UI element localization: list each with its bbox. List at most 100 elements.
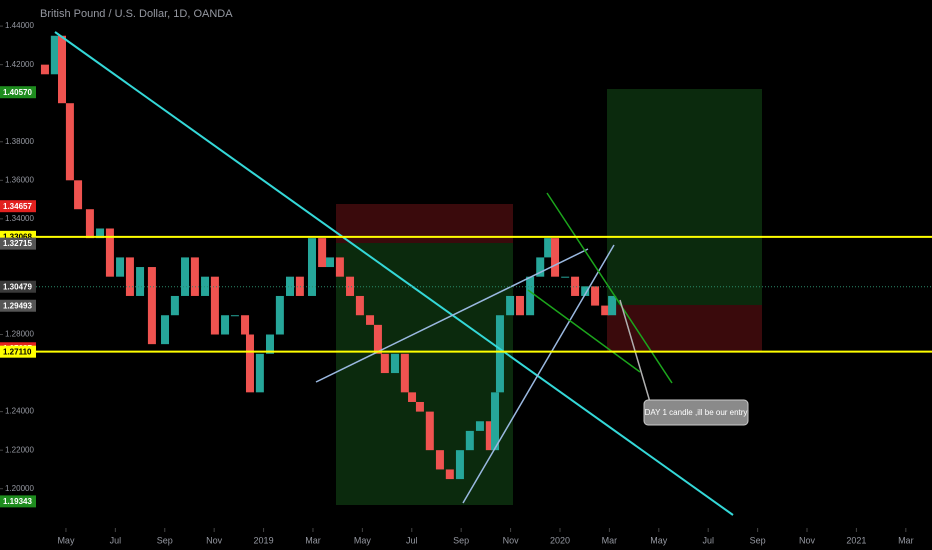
price-label-box xyxy=(0,345,36,358)
candle xyxy=(147,267,156,345)
candle xyxy=(581,286,590,296)
candle xyxy=(526,276,535,316)
candle xyxy=(265,334,274,354)
time-axis xyxy=(0,528,932,550)
position-boxes xyxy=(336,89,762,505)
candle xyxy=(40,64,49,75)
y-tick-label: 1.38000 xyxy=(5,137,34,146)
candle xyxy=(230,315,239,317)
trend-line xyxy=(54,31,734,516)
x-tick-label: Nov xyxy=(206,535,223,545)
candle xyxy=(601,305,610,316)
target-zone xyxy=(336,243,513,505)
price-label: 1.32715 xyxy=(3,239,32,248)
candle xyxy=(335,257,344,277)
candle xyxy=(307,238,316,296)
candle xyxy=(241,315,250,335)
candle xyxy=(506,295,515,316)
candle xyxy=(190,257,199,296)
candle xyxy=(571,276,580,296)
y-tick-label: 1.20000 xyxy=(5,484,34,493)
annotation: DAY 1 candle ,ill be our entry xyxy=(645,408,748,417)
candle xyxy=(415,401,424,412)
candle xyxy=(210,276,219,335)
y-tick-label: 1.28000 xyxy=(5,330,34,339)
x-tick-label: 2019 xyxy=(254,535,274,545)
x-tick-label: Sep xyxy=(750,535,766,545)
candle xyxy=(366,315,375,325)
callout-box xyxy=(643,399,749,426)
candle xyxy=(116,257,125,277)
stop-zone xyxy=(607,305,762,352)
candle xyxy=(161,315,170,345)
candle xyxy=(326,257,335,268)
candle xyxy=(465,430,474,451)
price-label: 1.30479 xyxy=(3,282,32,291)
price-label: 1.40570 xyxy=(3,88,32,97)
price-label: 1.34657 xyxy=(3,202,32,211)
x-tick-label: Sep xyxy=(157,535,173,545)
candle xyxy=(491,392,500,451)
trend-line xyxy=(462,244,615,504)
candle xyxy=(201,276,210,296)
x-tick-label: Nov xyxy=(503,535,520,545)
candle xyxy=(58,35,67,104)
price-label-box xyxy=(0,299,36,312)
y-tick-label: 1.44000 xyxy=(5,21,34,30)
candle xyxy=(408,392,417,402)
candle xyxy=(425,411,434,451)
candle xyxy=(85,209,94,239)
x-tick-label: Nov xyxy=(799,535,816,545)
x-tick-label: Mar xyxy=(898,535,914,545)
price-label-box xyxy=(0,86,36,99)
price-label-box xyxy=(0,200,36,213)
candle xyxy=(485,421,494,451)
y-tick-label: 1.42000 xyxy=(5,60,34,69)
candle xyxy=(105,228,114,277)
candle xyxy=(318,238,327,268)
candle xyxy=(125,257,134,296)
candle xyxy=(221,315,230,335)
x-tick-label: May xyxy=(57,535,75,545)
x-tick-label: May xyxy=(354,535,372,545)
price-label: 1.19343 xyxy=(3,497,32,506)
x-tick-label: May xyxy=(650,535,668,545)
x-tick-label: Jul xyxy=(110,535,122,545)
x-tick-label: Jul xyxy=(406,535,418,545)
candle xyxy=(181,257,190,296)
candle xyxy=(608,295,617,316)
candle xyxy=(536,257,545,277)
price-label-box xyxy=(0,237,36,250)
candle xyxy=(355,295,364,316)
candle xyxy=(445,469,454,480)
candle xyxy=(435,450,444,470)
x-tick-label: Mar xyxy=(305,535,321,545)
y-tick-label: 1.36000 xyxy=(5,175,34,184)
candle xyxy=(170,295,179,316)
candle xyxy=(390,353,399,374)
price-label-box xyxy=(0,495,36,508)
candle xyxy=(96,228,105,239)
candle xyxy=(475,421,484,431)
candle xyxy=(544,238,553,258)
candle xyxy=(380,353,389,374)
x-tick-label: 2020 xyxy=(550,535,570,545)
x-tick-label: 2021 xyxy=(846,535,866,545)
candle xyxy=(495,315,504,393)
y-tick-label: 1.34000 xyxy=(5,214,34,223)
price-label-box xyxy=(0,280,36,293)
x-tick-label: Sep xyxy=(453,535,469,545)
candle xyxy=(275,295,284,335)
candle xyxy=(551,238,560,277)
candle xyxy=(455,450,464,480)
candle xyxy=(74,180,83,210)
target-zone xyxy=(607,89,762,305)
price-label: 1.29493 xyxy=(3,301,32,310)
price-label: 1.33068 xyxy=(3,232,32,241)
candle xyxy=(373,324,382,354)
candle xyxy=(65,103,74,181)
price-label: 1.27110 xyxy=(3,347,32,356)
candle xyxy=(400,353,409,393)
candle xyxy=(295,276,304,296)
